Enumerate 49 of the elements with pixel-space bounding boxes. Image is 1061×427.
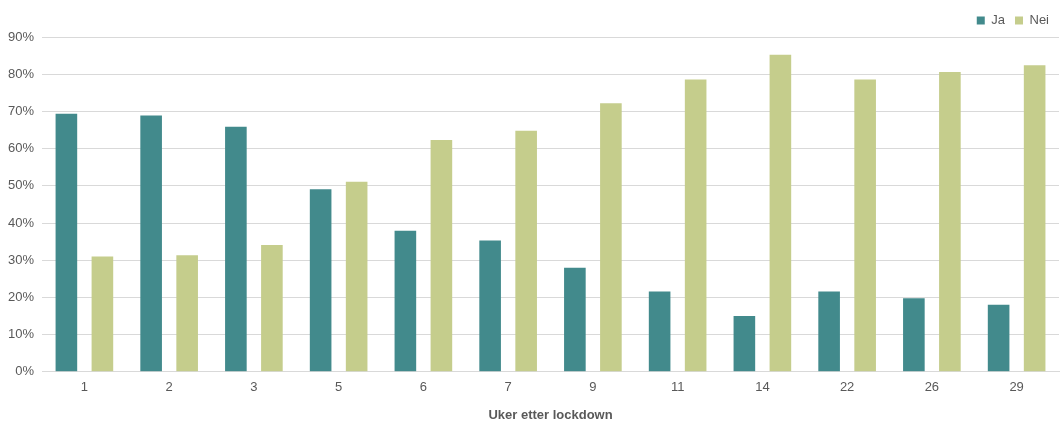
y-tick-label: 60% [7, 140, 35, 156]
bar [394, 230, 417, 372]
x-tick-label: 2 [165, 379, 173, 395]
legend-label: Ja [991, 12, 1006, 28]
bar [564, 267, 586, 372]
bar [939, 71, 961, 372]
bar [818, 291, 840, 372]
bar [987, 304, 1010, 372]
bar [854, 79, 876, 372]
x-tick-label: 5 [335, 379, 343, 395]
x-axis-title: Uker etter lockdown [488, 406, 613, 422]
bar [176, 255, 198, 372]
bar [479, 240, 501, 372]
y-tick-label: 50% [7, 177, 35, 193]
x-tick-label: 6 [419, 379, 427, 395]
x-tick-label: 1 [80, 379, 89, 395]
bar [55, 113, 78, 372]
x-tick-label: 7 [504, 379, 512, 395]
bar [1023, 65, 1046, 372]
x-tick-label: 22 [839, 379, 855, 395]
bar [600, 103, 622, 372]
legend-label: Nei [1029, 12, 1050, 28]
x-tick-label: 26 [924, 379, 940, 395]
x-tick-label: 9 [589, 379, 597, 395]
x-tick-label: 3 [250, 379, 258, 395]
y-tick-label: 40% [7, 214, 35, 230]
bar [684, 79, 707, 372]
y-tick-label: 80% [7, 65, 35, 81]
bar [903, 298, 925, 372]
bar [769, 54, 792, 372]
y-tick-label: 90% [7, 28, 35, 44]
bar [261, 244, 283, 372]
bar [309, 189, 332, 372]
bar [345, 181, 368, 372]
bar [91, 256, 114, 372]
y-tick-label: 20% [7, 288, 35, 304]
bar [430, 140, 453, 372]
bar [225, 126, 247, 372]
y-tick-label: 0% [15, 363, 35, 379]
y-tick-label: 30% [7, 251, 35, 267]
bar [733, 316, 756, 372]
bar [515, 130, 537, 372]
y-tick-label: 70% [7, 102, 35, 118]
bar [140, 115, 162, 372]
y-tick-label: 10% [7, 326, 35, 342]
x-tick-label: 14 [755, 379, 770, 395]
bar [648, 291, 671, 372]
x-tick-label: 11 [670, 379, 685, 395]
x-tick-label: 29 [1009, 379, 1024, 395]
